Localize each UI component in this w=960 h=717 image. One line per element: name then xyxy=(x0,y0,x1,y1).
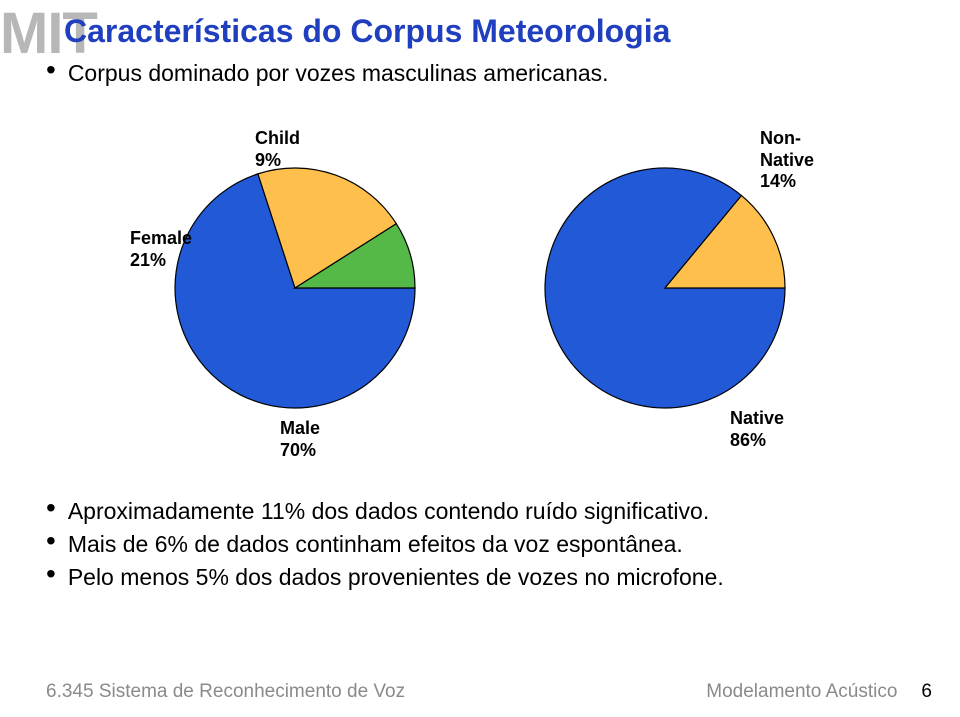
list-item: • Pelo menos 5% dos dados provenientes d… xyxy=(46,564,724,591)
pie-svg xyxy=(130,128,460,448)
pie-label: Female 21% xyxy=(130,228,192,271)
top-bullet-text: Corpus dominado por vozes masculinas ame… xyxy=(68,60,609,87)
pie-chart-gender: Male 70%Female 21%Child 9% xyxy=(130,128,460,448)
bullet-text: Aproximadamente 11% dos dados contendo r… xyxy=(68,498,709,525)
pie-chart-nativity: Native 86% Non- Native 14% xyxy=(500,128,830,448)
bullet-icon: • xyxy=(46,498,56,518)
bullet-icon: • xyxy=(46,60,56,80)
bullet-icon: • xyxy=(46,531,56,551)
bullet-icon: • xyxy=(46,564,56,584)
list-item: • Mais de 6% de dados continham efeitos … xyxy=(46,531,724,558)
bullet-text: Mais de 6% de dados continham efeitos da… xyxy=(68,531,683,558)
bottom-bullets: • Aproximadamente 11% dos dados contendo… xyxy=(46,498,724,597)
footer-page: 6 xyxy=(921,681,932,703)
footer-left: 6.345 Sistema de Reconhecimento de Voz xyxy=(46,681,405,703)
pie-label: Child 9% xyxy=(255,128,300,171)
bullet-text: Pelo menos 5% dos dados provenientes de … xyxy=(68,564,724,591)
page-title: Características do Corpus Meteorologia xyxy=(64,13,670,50)
pie-label: Non- Native 14% xyxy=(760,128,814,193)
list-item: • Aproximadamente 11% dos dados contendo… xyxy=(46,498,724,525)
charts-row: Male 70%Female 21%Child 9% Native 86%Non… xyxy=(0,128,960,448)
footer-right: Modelamento Acústico xyxy=(706,681,897,703)
pie-label: Male 70% xyxy=(280,418,320,461)
slide-footer: 6.345 Sistema de Reconhecimento de Voz M… xyxy=(0,681,960,703)
title-text: Características do Corpus Meteorologia xyxy=(64,13,670,49)
pie-label: Native 86% xyxy=(730,408,784,451)
top-bullet: • Corpus dominado por vozes masculinas a… xyxy=(46,60,609,87)
